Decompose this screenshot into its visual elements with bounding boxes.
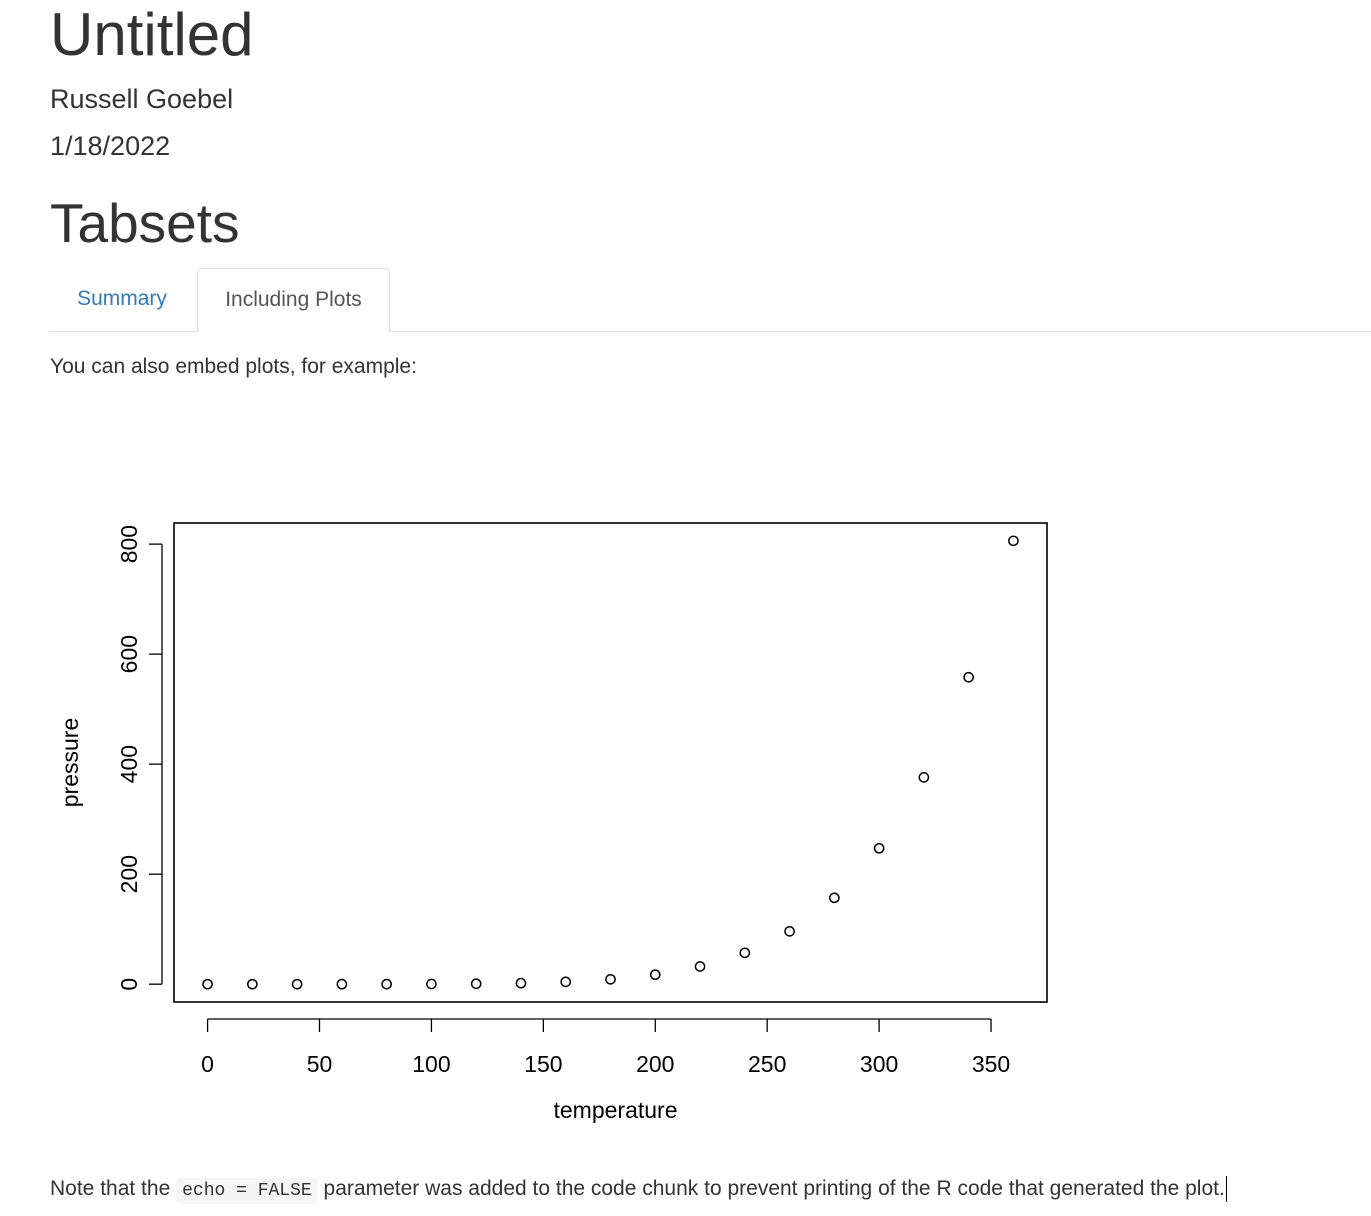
tab-including-plots[interactable]: Including Plots	[197, 268, 390, 333]
data-point	[784, 926, 795, 937]
plot-area: 0 50 100 150 200 250 300 350 0 200 400 600 800 temper…	[57, 522, 1048, 1123]
data-point	[291, 978, 303, 990]
y-tick-label: 600	[116, 635, 142, 673]
data-point	[828, 892, 840, 904]
data-point	[649, 969, 661, 981]
x-axis-title: temperature	[553, 1097, 677, 1123]
data-point	[694, 961, 706, 972]
x-tick-label: 100	[412, 1051, 450, 1077]
tabset: Summary Including Plots	[49, 268, 1371, 333]
plot-frame	[173, 522, 1048, 1003]
y-tick-label: 0	[116, 978, 142, 991]
document-author: Russell Goebel	[50, 84, 234, 114]
x-tick-label: 200	[636, 1051, 674, 1077]
intro-paragraph: You can also embed plots, for example:	[50, 355, 417, 378]
data-point	[605, 973, 616, 985]
data-point	[246, 978, 258, 990]
text-cursor	[1225, 1176, 1227, 1203]
x-tick-label: 250	[748, 1051, 786, 1077]
data-point	[515, 977, 527, 989]
y-axis-title: pressure	[57, 718, 83, 807]
x-tick-label: 300	[860, 1051, 898, 1077]
x-tick-label: 150	[524, 1051, 562, 1077]
document-date: 1/18/2022	[50, 131, 171, 161]
x-tick-label: 50	[307, 1051, 333, 1077]
data-point	[873, 842, 885, 854]
document-title: Untitled	[50, 1, 254, 68]
data-point	[739, 947, 751, 959]
data-point	[560, 976, 572, 988]
data-point	[963, 671, 975, 683]
y-tick-label: 200	[116, 855, 142, 893]
data-point	[470, 978, 482, 990]
tab-summary[interactable]: Summary	[77, 287, 167, 310]
note-text-after: parameter was added to the code chunk to…	[317, 1177, 1225, 1200]
pressure-scatter-plot: 0 50 100 150 200 250 300 350 0 200 400 600 800 temper…	[57, 522, 1048, 1123]
data-point	[381, 978, 393, 990]
section-heading: Tabsets	[50, 192, 240, 254]
y-tick-label: 400	[116, 745, 142, 783]
x-tick-label: 0	[201, 1051, 214, 1077]
data-point	[336, 978, 348, 990]
y-tick-label: 800	[116, 525, 142, 563]
note-text-before: Note that the	[50, 1177, 177, 1200]
data-point	[202, 978, 213, 990]
data-point	[1008, 535, 1019, 547]
data-point	[918, 772, 930, 783]
x-tick-label: 350	[972, 1051, 1010, 1077]
note-paragraph: Note that the echo = FALSE parameter was…	[50, 1172, 1227, 1208]
data-point	[426, 978, 437, 990]
inline-code: echo = FALSE	[176, 1178, 318, 1204]
